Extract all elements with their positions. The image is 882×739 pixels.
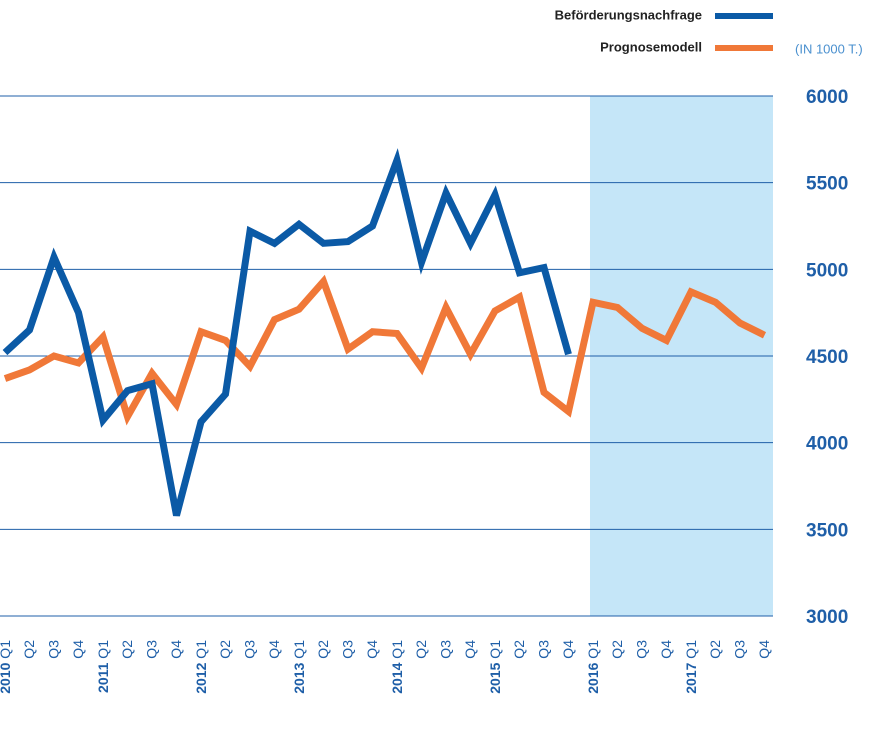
x-tick-label: Q3 [242,640,258,659]
x-tick-label: Q3 [536,640,552,659]
x-tick-label: Q4 [364,640,380,659]
x-tick-label: Q4 [756,640,772,659]
legend-label: Prognosemodell [600,39,702,54]
x-tick-label: Q2 [609,640,625,659]
x-tick-label: Q3 [732,640,748,659]
y-tick-label: 5000 [806,260,848,281]
x-tick-label: 2012 Q1 [193,640,209,694]
x-tick-label: Q4 [266,640,282,659]
x-tick-year: 2016 [585,659,601,694]
x-tick-label: Q2 [511,640,527,659]
y-tick-label: 6000 [806,87,848,108]
x-tick-year: 2014 [389,659,405,694]
x-tick-year: 2011 [95,659,111,693]
x-tick-label: Q4 [168,640,184,659]
x-tick-label: 2013 Q1 [291,640,307,694]
x-tick-label: Q3 [438,640,454,659]
x-tick-label: Q2 [315,640,331,659]
x-tick-label: Q2 [413,640,429,659]
x-tick-label: Q3 [340,640,356,659]
y-tick-label: 4000 [806,434,848,455]
series-line [3,274,767,426]
x-tick-label: Q4 [560,640,576,659]
x-tick-label: Q3 [634,640,650,659]
x-tick-label: Q3 [144,640,160,659]
x-tick-quarter: Q1 [487,640,503,659]
x-tick-year: 2010 [0,659,13,694]
x-tick-label: Q3 [46,640,62,659]
x-tick-year: 2012 [193,659,209,694]
x-tick-quarter: Q1 [95,640,111,659]
x-tick-year: 2013 [291,659,307,694]
x-tick-quarter: Q1 [0,640,13,659]
x-tick-label: 2017 Q1 [683,640,699,694]
x-tick-label: 2016 Q1 [585,640,601,694]
y-tick-label: 3000 [806,607,848,628]
y-tick-label: 5500 [806,174,848,195]
x-tick-label: 2014 Q1 [389,640,405,694]
x-tick-label: Q2 [21,640,37,659]
x-tick-label: Q2 [217,640,233,659]
x-tick-label: 2011 Q1 [95,640,111,693]
y-tick-label: 4500 [806,347,848,368]
x-tick-year: 2015 [487,659,503,694]
x-tick-year: 2017 [683,659,699,694]
x-tick-label: Q4 [70,640,86,659]
x-tick-label: 2015 Q1 [487,640,503,694]
x-tick-quarter: Q1 [683,640,699,659]
x-tick-quarter: Q1 [389,640,405,659]
x-tick-label: Q2 [119,640,135,659]
x-tick-quarter: Q1 [193,640,209,659]
unit-label: (IN 1000 T.) [795,41,863,56]
x-tick-quarter: Q1 [291,640,307,659]
y-tick-label: 3500 [806,520,848,541]
legend-label: Beförderungsnachfrage [555,7,702,22]
x-tick-quarter: Q1 [585,640,601,659]
x-tick-label: Q4 [462,640,478,659]
x-tick-label: Q4 [658,640,674,659]
x-tick-label: 2010 Q1 [0,640,13,694]
series-line [2,148,572,517]
x-tick-label: Q2 [707,640,723,659]
